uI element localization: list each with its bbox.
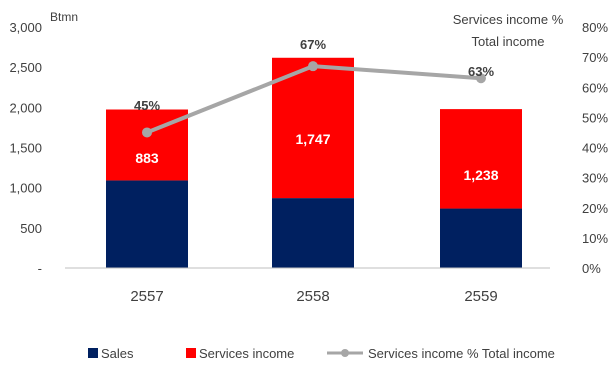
data-label-services-income-2557: 883 (135, 150, 159, 166)
right-axis-tick-7: 70% (582, 50, 608, 65)
bar-services-income-2558 (272, 57, 354, 199)
right-axis-tick-3: 30% (582, 171, 608, 186)
right-axis-tick-0: 0% (582, 261, 601, 276)
right-axis-tick-5: 50% (582, 110, 608, 125)
legend-label-services-income: Services income (199, 346, 294, 361)
left-axis-tick-0: - (38, 261, 42, 276)
right-axis-tick-4: 40% (582, 141, 608, 156)
left-axis-tick-3: 1,500 (9, 141, 42, 156)
left-axis-tick-6: 3,000 (9, 20, 42, 35)
point-services-pct-2558 (308, 61, 318, 72)
left-axis-tick-2: 1,000 (9, 181, 42, 196)
point-services-pct-2559 (476, 73, 486, 84)
labels-layer: 883 1,747 1,238 45% 67% 63% (134, 37, 499, 183)
left-axis-tick-1: 500 (20, 221, 42, 236)
legend-swatch-services-income (186, 348, 196, 358)
data-label-services-income-2559: 1,238 (463, 167, 498, 183)
x-axis-tick-2559: 2559 (464, 288, 497, 305)
legend-swatch-sales (88, 348, 98, 358)
legend: Sales Services income Services income % … (88, 346, 555, 361)
right-axis-tick-8: 80% (582, 20, 608, 35)
bar-sales-2559 (440, 208, 522, 268)
bar-sales-2558 (272, 198, 354, 268)
legend-label-sales: Sales (101, 346, 134, 361)
legend-swatch-marker (341, 349, 349, 357)
left-axis-tick-5: 2,500 (9, 60, 42, 75)
right-axis-tick-6: 60% (582, 80, 608, 95)
bar-sales-2557 (106, 180, 188, 268)
point-services-pct-2557 (142, 127, 152, 138)
right-axis-label-line2: Total income (472, 34, 545, 49)
bars-layer (106, 57, 522, 268)
left-axis-unit: Btmn (50, 10, 78, 24)
data-label-services-pct-2557: 45% (134, 98, 160, 113)
data-label-services-pct-2558: 67% (300, 37, 326, 52)
axes-layer: - 500 1,000 1,500 2,000 2,500 3,000 0% 10% 20% 30%… (9, 20, 608, 305)
x-axis-tick-2558: 2558 (296, 288, 329, 305)
right-axis-tick-1: 10% (582, 231, 608, 246)
data-label-services-income-2558: 1,747 (295, 131, 330, 147)
legend-label-services-pct: Services income % Total income (368, 346, 555, 361)
left-axis-tick-4: 2,000 (9, 100, 42, 115)
bar-services-income-2559 (440, 109, 522, 209)
data-label-services-pct-2559: 63% (468, 64, 494, 79)
right-axis-tick-2: 20% (582, 201, 608, 216)
line-layer (142, 61, 486, 138)
x-axis-tick-2557: 2557 (130, 288, 163, 305)
right-axis-label-line1: Services income % (453, 12, 564, 27)
